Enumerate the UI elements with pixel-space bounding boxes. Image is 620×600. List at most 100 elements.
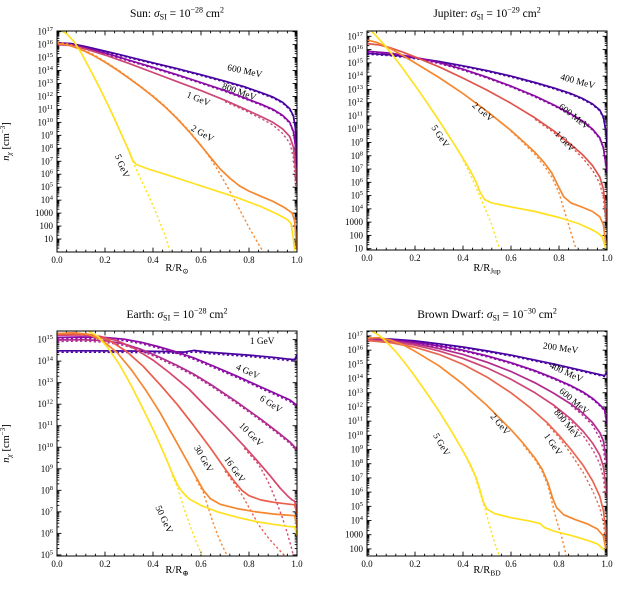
svg-text:105: 105 <box>351 501 363 512</box>
svg-text:0.0: 0.0 <box>361 253 373 263</box>
chart-sun: 0.0 0.2 0.4 0.6 0.8 1.0 10 100 1000 104 105 106 107 1… <box>0 6 303 276</box>
series-1-GeV-dashed <box>546 423 607 544</box>
tick-labels: 0.0 0.2 0.4 0.6 0.8 1.0 10 100 1000 104 105 106 107 1… <box>35 26 303 265</box>
svg-text:0.2: 0.2 <box>99 559 110 569</box>
svg-text:0.6: 0.6 <box>505 559 517 569</box>
svg-text:105: 105 <box>41 182 53 193</box>
curve-label: 2 GeV <box>470 101 495 125</box>
svg-text:0.2: 0.2 <box>409 253 420 263</box>
series-2-GeV-dashed <box>510 130 577 250</box>
series-200-MeV-solid <box>367 337 607 377</box>
plot-frame <box>56 330 298 557</box>
svg-text:1013: 1013 <box>348 387 364 398</box>
svg-text:1.0: 1.0 <box>291 559 303 569</box>
svg-text:1017: 1017 <box>348 31 364 42</box>
svg-text:0.0: 0.0 <box>361 559 373 569</box>
series-1-GeV-dashed <box>534 118 607 223</box>
svg-text:1015: 1015 <box>348 57 364 68</box>
axis-ticks <box>56 31 298 253</box>
svg-text:104: 104 <box>41 195 54 206</box>
curve-label: 2 GeV <box>189 124 215 145</box>
svg-text:1014: 1014 <box>348 71 364 82</box>
svg-text:100: 100 <box>350 230 364 240</box>
svg-text:105: 105 <box>41 549 53 560</box>
svg-text:0.4: 0.4 <box>457 253 469 263</box>
svg-text:1015: 1015 <box>38 52 54 63</box>
series-800-MeV-dashed <box>57 43 297 171</box>
svg-text:1012: 1012 <box>348 97 364 108</box>
svg-text:100: 100 <box>40 221 54 231</box>
series-1-GeV-dashed <box>224 100 297 188</box>
series-2-GeV-solid <box>367 336 607 550</box>
tick-labels: 0.0 0.2 0.4 0.6 0.8 1.0 10 100 1000 104 105 106 107 1… <box>345 31 613 263</box>
curve-label: 1 GeV <box>250 337 275 347</box>
curve-label: 5 GeV <box>112 153 131 180</box>
series-5-GeV-solid <box>61 31 296 251</box>
svg-text:1011: 1011 <box>348 416 363 427</box>
svg-text:106: 106 <box>41 528 54 539</box>
svg-text:0.2: 0.2 <box>409 559 420 569</box>
panel-title: Earth: σSI = 10−28 cm2 <box>127 307 228 323</box>
svg-text:0.0: 0.0 <box>51 559 63 569</box>
panel-brown-dwarf: 0.0 0.2 0.4 0.6 0.8 1.0 100 1000 104 105 106 107 108… <box>310 300 620 600</box>
series-800-MeV-dashed <box>553 406 607 500</box>
tick-labels: 0.0 0.2 0.4 0.6 0.8 1.0 100 1000 104 105 106 107 108… <box>345 330 613 569</box>
curve-label: 10 GeV <box>237 421 265 449</box>
curve-label: 600 MeV <box>226 63 263 80</box>
svg-text:0.6: 0.6 <box>505 253 517 263</box>
series-5-GeV-dashed <box>113 118 171 251</box>
svg-text:0.8: 0.8 <box>243 255 255 265</box>
svg-text:1013: 1013 <box>38 78 54 89</box>
svg-text:1010: 1010 <box>38 117 54 128</box>
curve-label: 600 MeV <box>556 102 590 132</box>
svg-text:1016: 1016 <box>38 39 54 50</box>
panel-sun: 0.0 0.2 0.4 0.6 0.8 1.0 10 100 1000 104 105 106 107 1… <box>0 0 310 300</box>
svg-text:1016: 1016 <box>348 44 364 55</box>
curve-label: 4 GeV <box>234 363 261 382</box>
plot-frame <box>56 30 298 253</box>
series-30-GeV-dashed <box>195 479 229 556</box>
curve-label: 2 GeV <box>488 412 512 437</box>
svg-text:1012: 1012 <box>348 401 364 412</box>
panel-title: Jupiter: σSI = 10−29 cm2 <box>433 6 540 22</box>
svg-text:1.0: 1.0 <box>601 253 613 263</box>
x-axis-label: R/RBD <box>473 565 501 578</box>
x-axis-label: R/R⊙ <box>165 263 188 276</box>
svg-text:104: 104 <box>351 203 364 214</box>
series-1-GeV-solid <box>57 43 297 184</box>
series-600-MeV-solid <box>367 50 607 172</box>
svg-text:106: 106 <box>351 177 364 188</box>
curve-label: 5 GeV <box>430 432 451 458</box>
series-600-MeV-solid <box>367 338 607 464</box>
svg-text:1011: 1011 <box>38 104 53 115</box>
series-800-MeV-solid <box>367 339 607 496</box>
svg-text:1010: 1010 <box>348 124 364 135</box>
svg-text:104: 104 <box>351 515 364 526</box>
svg-text:0.6: 0.6 <box>195 559 207 569</box>
series-5-GeV-dashed <box>462 159 501 250</box>
series-50-GeV-solid <box>87 331 297 536</box>
series-1-GeV-solid <box>367 42 607 223</box>
svg-text:100: 100 <box>350 544 364 554</box>
svg-text:108: 108 <box>351 458 363 469</box>
series-600-MeV-solid <box>57 41 297 154</box>
panel-title: Sun: σSI = 10−28 cm2 <box>130 6 224 22</box>
svg-text:1012: 1012 <box>38 91 54 102</box>
svg-text:1014: 1014 <box>38 65 54 76</box>
svg-text:1000: 1000 <box>35 208 54 218</box>
plot-frame <box>366 330 608 557</box>
curve-label: 1 GeV <box>552 129 576 154</box>
svg-text:107: 107 <box>351 472 364 483</box>
svg-text:1011: 1011 <box>38 420 53 431</box>
svg-text:1014: 1014 <box>38 356 54 367</box>
svg-text:108: 108 <box>41 143 53 154</box>
svg-text:1000: 1000 <box>345 217 364 227</box>
series-50-GeV-dashed <box>171 475 203 556</box>
svg-text:1010: 1010 <box>38 442 54 453</box>
series-16-GeV-solid <box>57 332 297 515</box>
plot-frame <box>366 30 608 251</box>
series-group <box>367 331 607 556</box>
series-6-GeV-dashed <box>57 340 297 452</box>
svg-text:105: 105 <box>351 190 363 201</box>
